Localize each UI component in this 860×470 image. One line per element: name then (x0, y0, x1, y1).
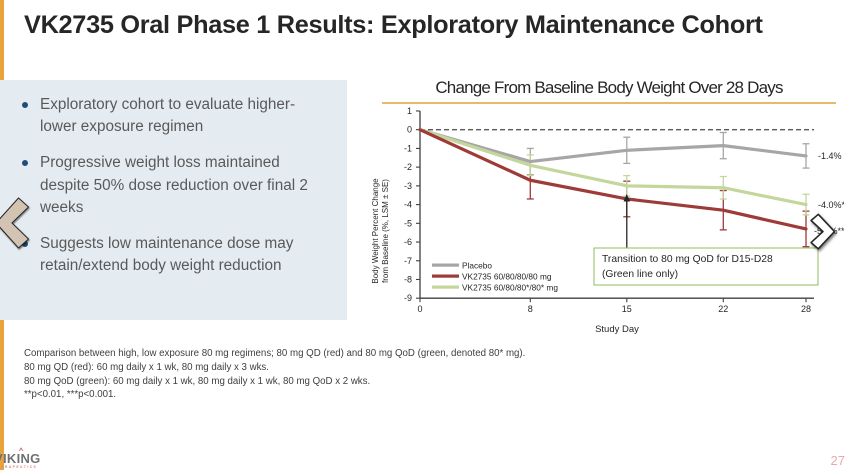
svg-text:0: 0 (407, 125, 412, 135)
svg-text:15: 15 (622, 304, 632, 314)
svg-text:28: 28 (801, 304, 811, 314)
svg-text:8: 8 (528, 304, 533, 314)
svg-text:VK2735 60/80/80*/80* mg: VK2735 60/80/80*/80* mg (462, 283, 558, 293)
svg-text:Placebo: Placebo (462, 261, 492, 271)
svg-text:-8: -8 (404, 274, 412, 284)
svg-text:Transition to 80 mg QoD for D: Transition to 80 mg QoD for D15-D28 (602, 254, 773, 265)
svg-text:VK2735 60/80/80/80 mg: VK2735 60/80/80/80 mg (462, 272, 552, 282)
svg-text:-9: -9 (404, 293, 412, 303)
svg-text:1: 1 (407, 106, 412, 116)
svg-text:-7: -7 (404, 256, 412, 266)
svg-text:(Green line only): (Green line only) (602, 269, 678, 280)
svg-text:0: 0 (417, 304, 422, 314)
svg-text:-1: -1 (404, 143, 412, 153)
svg-text:-5: -5 (404, 218, 412, 228)
svg-text:-3: -3 (404, 181, 412, 191)
svg-text:-2: -2 (404, 162, 412, 172)
svg-text:-6: -6 (404, 237, 412, 247)
svg-text:-4: -4 (404, 200, 412, 210)
svg-text:22: 22 (718, 304, 728, 314)
svg-text:-1.4%: -1.4% (818, 151, 842, 161)
svg-text:-4.0%**: -4.0%** (818, 200, 844, 210)
